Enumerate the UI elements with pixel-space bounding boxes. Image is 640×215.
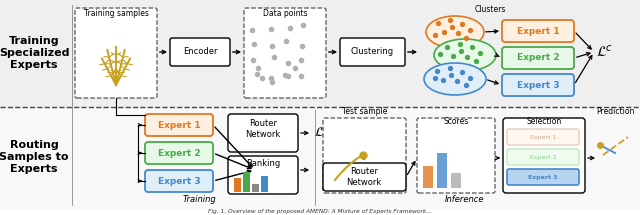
Bar [243, 172, 250, 192]
Text: Clustering: Clustering [351, 48, 394, 57]
Text: Training
Specialized
Experts: Training Specialized Experts [0, 36, 69, 70]
FancyBboxPatch shape [228, 114, 298, 152]
Bar [260, 176, 268, 192]
Text: Expert 2: Expert 2 [157, 149, 200, 158]
FancyBboxPatch shape [507, 169, 579, 185]
FancyBboxPatch shape [323, 163, 406, 191]
FancyBboxPatch shape [507, 129, 579, 145]
Text: Inference: Inference [445, 195, 484, 204]
Ellipse shape [434, 39, 496, 71]
FancyBboxPatch shape [507, 149, 579, 165]
Bar [0, 107, 640, 210]
Text: Fig. 1. Overview of the proposed AMEND: A Mixture of Experts Framework...: Fig. 1. Overview of the proposed AMEND: … [208, 209, 432, 213]
FancyBboxPatch shape [145, 114, 213, 136]
Text: Selection: Selection [526, 118, 562, 126]
FancyBboxPatch shape [340, 38, 405, 66]
Bar [437, 153, 447, 188]
Text: Router
Network: Router Network [245, 119, 280, 139]
FancyBboxPatch shape [145, 170, 213, 192]
FancyBboxPatch shape [323, 118, 406, 193]
Text: Expert 2: Expert 2 [516, 54, 559, 63]
Text: Expert 1: Expert 1 [530, 135, 556, 140]
Text: Expert 1: Expert 1 [516, 26, 559, 35]
FancyBboxPatch shape [502, 47, 574, 69]
Text: $\mathcal{L}$: $\mathcal{L}$ [314, 126, 324, 140]
Text: Expert 3: Expert 3 [516, 80, 559, 89]
Text: Expert 3: Expert 3 [157, 177, 200, 186]
FancyBboxPatch shape [170, 38, 230, 66]
Text: Ranking: Ranking [246, 158, 280, 167]
FancyBboxPatch shape [228, 156, 298, 194]
Text: Router
Network: Router Network [346, 167, 381, 187]
Text: Data points: Data points [262, 9, 307, 17]
Ellipse shape [424, 63, 486, 95]
Text: $\mathcal{L}^c$: $\mathcal{L}^c$ [596, 44, 613, 60]
Text: Test sample: Test sample [342, 108, 388, 117]
Bar [234, 178, 241, 192]
Text: Routing
Samples to
Experts: Routing Samples to Experts [0, 140, 68, 174]
FancyBboxPatch shape [502, 20, 574, 42]
FancyBboxPatch shape [244, 8, 326, 98]
Text: Clusters: Clusters [474, 6, 506, 14]
Text: Encoder: Encoder [183, 48, 217, 57]
Bar [451, 173, 461, 188]
FancyBboxPatch shape [75, 8, 157, 98]
Text: Expert 2: Expert 2 [530, 155, 556, 160]
Text: Scores: Scores [444, 118, 468, 126]
FancyBboxPatch shape [417, 118, 495, 193]
Text: Expert 1: Expert 1 [157, 120, 200, 129]
FancyBboxPatch shape [503, 118, 585, 193]
Text: Training samples: Training samples [84, 9, 148, 17]
Bar [0, 0, 640, 107]
Ellipse shape [426, 16, 484, 48]
FancyBboxPatch shape [502, 74, 574, 96]
Text: Prediction: Prediction [596, 108, 634, 117]
Text: Expert 3: Expert 3 [528, 175, 557, 180]
Bar [252, 184, 259, 192]
FancyBboxPatch shape [145, 142, 213, 164]
Text: Training: Training [183, 195, 217, 204]
Bar [423, 166, 433, 188]
